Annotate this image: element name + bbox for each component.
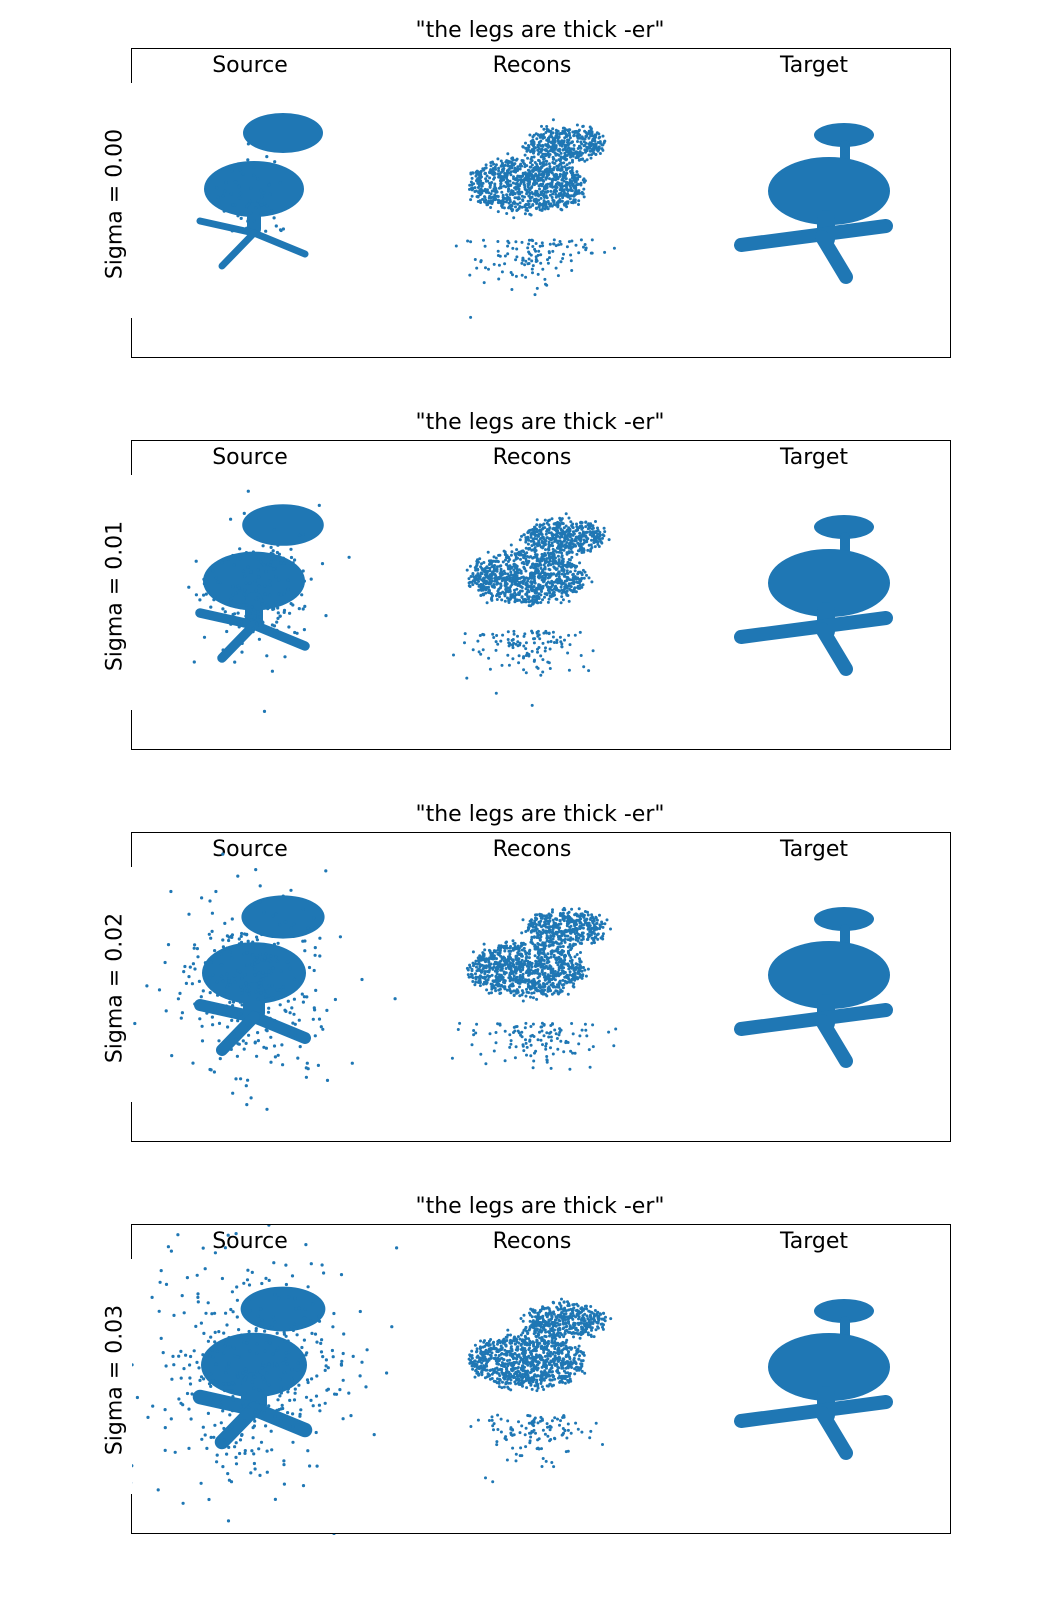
- target-seat: [768, 941, 890, 1009]
- source-back: [241, 895, 325, 939]
- source-leg: [216, 1011, 260, 1056]
- target-leg: [734, 1395, 893, 1428]
- source-leg: [217, 620, 259, 663]
- source-point-cloud: [187, 489, 351, 713]
- target-leg: [734, 219, 893, 252]
- target-seat: [768, 157, 890, 225]
- source-back: [242, 504, 324, 546]
- axes-frame: Source Recons Target: [130, 1224, 951, 1535]
- source-noise-points: [132, 1225, 399, 1535]
- source-leg: [192, 1389, 262, 1417]
- chart-title: "the legs are thick -er": [415, 410, 665, 435]
- y-axis-label: Sigma = 0.03: [102, 1304, 128, 1456]
- chart-title: "the legs are thick -er": [415, 1194, 665, 1219]
- target-leg: [815, 622, 853, 676]
- column-label-recons: Recons: [492, 837, 572, 862]
- recons-point-cloud: [450, 906, 618, 1071]
- column-label-target: Target: [779, 837, 849, 862]
- spine-gap: [130, 1259, 134, 1494]
- source-noise-points: [187, 489, 351, 713]
- target-seat: [768, 1333, 890, 1401]
- recons-points: [467, 1297, 613, 1484]
- column-label-recons: Recons: [492, 445, 572, 470]
- axes-frame: Source Recons Target: [130, 832, 951, 1142]
- source-point-cloud: [132, 1225, 399, 1535]
- column-label-source: Source: [212, 53, 288, 78]
- source-leg: [246, 1401, 313, 1438]
- y-axis-label: Sigma = 0.00: [102, 128, 128, 280]
- axes-frame: Source Recons Target: [130, 48, 951, 358]
- spine-gap: [130, 867, 134, 1102]
- source-back: [243, 113, 323, 153]
- spine-gap: [130, 475, 134, 710]
- recons-points: [454, 118, 616, 319]
- recons-points: [452, 512, 611, 707]
- column-label-source: Source: [212, 1229, 288, 1254]
- target-seat: [768, 549, 890, 617]
- target-back: [814, 907, 874, 931]
- column-label-target: Target: [779, 445, 849, 470]
- source-point-cloud: [133, 852, 397, 1111]
- source-leg: [250, 229, 309, 258]
- source-leg: [248, 1011, 311, 1044]
- chart-title: "the legs are thick -er": [415, 18, 665, 43]
- point-cloud-plot: [196, 113, 893, 319]
- target-back: [814, 123, 874, 147]
- source-leg: [218, 229, 258, 270]
- source-leg: [196, 217, 258, 237]
- spine-gap: [130, 83, 134, 318]
- chart-panel: "the legs are thick -er" Sigma = 0.02 Sour…: [0, 784, 1050, 1184]
- y-axis-label: Sigma = 0.01: [102, 520, 128, 672]
- column-label-source: Source: [212, 837, 288, 862]
- target-leg: [734, 611, 893, 644]
- source-seat: [204, 161, 304, 217]
- axes-frame: Source Recons Target: [130, 440, 951, 750]
- y-axis-label: Sigma = 0.02: [102, 912, 128, 1064]
- source-leg: [194, 999, 260, 1023]
- target-leg: [734, 1003, 893, 1036]
- source-seat: [201, 1332, 307, 1398]
- chart-title: "the legs are thick -er": [415, 802, 665, 827]
- recons-points: [450, 906, 618, 1071]
- target-point-cloud: [734, 123, 893, 284]
- column-label-recons: Recons: [492, 53, 572, 78]
- recons-point-cloud: [467, 1297, 613, 1484]
- recons-point-cloud: [452, 512, 611, 707]
- column-label-target: Target: [779, 1229, 849, 1254]
- target-point-cloud: [734, 515, 893, 676]
- chart-panel: "the legs are thick -er" Sigma = 0.00 Sour…: [0, 0, 1050, 400]
- source-leg: [249, 620, 310, 651]
- target-point-cloud: [734, 907, 893, 1068]
- source-back: [240, 1286, 326, 1332]
- column-label-source: Source: [212, 445, 288, 470]
- target-point-cloud: [734, 1299, 893, 1460]
- source-noise-points: [133, 852, 397, 1111]
- target-back: [814, 1299, 874, 1323]
- point-cloud-plot: [187, 489, 893, 713]
- column-label-recons: Recons: [492, 1229, 572, 1254]
- chart-panel: "the legs are thick -er" Sigma = 0.03 Sour…: [0, 1176, 1050, 1576]
- target-leg: [815, 1406, 853, 1460]
- target-leg: [815, 1014, 853, 1068]
- source-leg: [195, 608, 259, 630]
- target-leg: [815, 230, 853, 284]
- source-point-cloud: [196, 113, 323, 270]
- source-leg: [214, 1401, 262, 1450]
- column-label-target: Target: [779, 53, 849, 78]
- point-cloud-plot: [132, 1225, 893, 1535]
- target-back: [814, 515, 874, 539]
- source-noise-points: [215, 142, 285, 244]
- point-cloud-plot: [133, 852, 893, 1111]
- recons-point-cloud: [454, 118, 616, 319]
- chart-panel: "the legs are thick -er" Sigma = 0.01 Sour…: [0, 392, 1050, 792]
